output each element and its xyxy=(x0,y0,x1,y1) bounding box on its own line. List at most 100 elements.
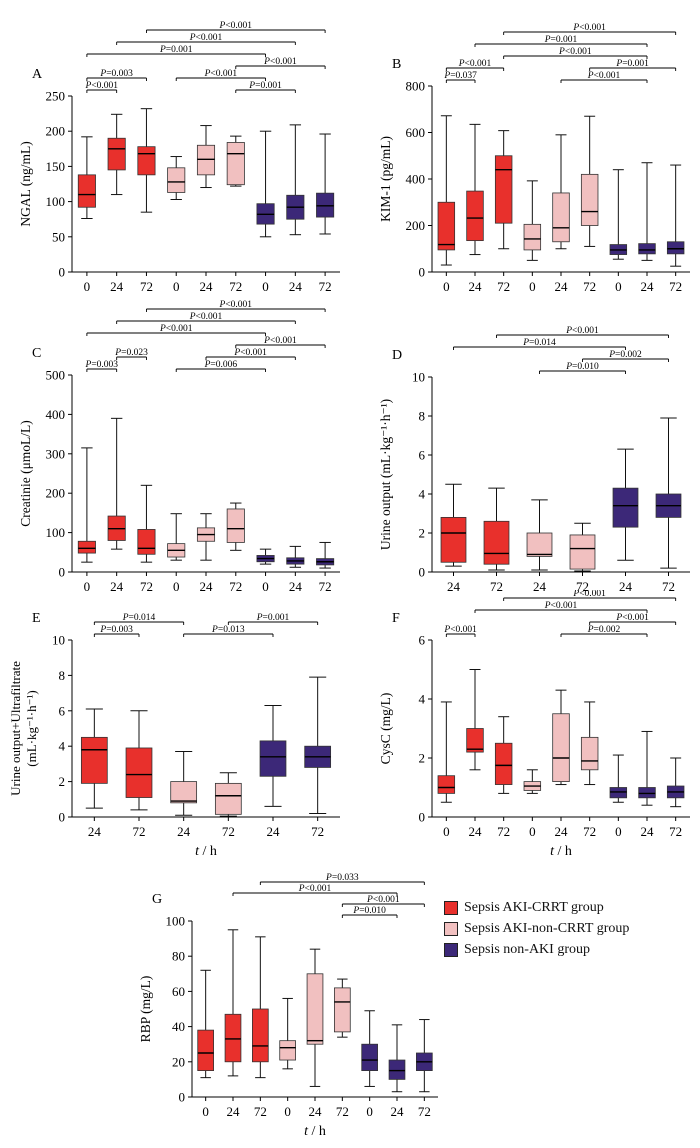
x-tick-label: 72 xyxy=(418,1104,431,1119)
comparison-label: P<0.001 xyxy=(189,312,223,322)
y-tick-label: 6 xyxy=(419,633,426,648)
y-tick-label: 10 xyxy=(412,370,425,385)
x-tick-label: 24 xyxy=(641,279,655,294)
comparison-label: P<0.001 xyxy=(443,625,477,635)
x-tick-label: 72 xyxy=(229,279,242,294)
x-tick-label: 24 xyxy=(533,579,547,594)
panel-F: F 0 2 4 6 CysC (mg/L) 0 24 72 0 24 72 0 24 72 t / h P<0.… xyxy=(350,589,700,890)
box-0 xyxy=(437,775,456,794)
y-axis-label: RBP (mg/L) xyxy=(140,976,153,1043)
comparison-label: P<0.001 xyxy=(558,47,592,57)
panel-label: B xyxy=(392,57,401,72)
x-tick-label: 24 xyxy=(110,279,124,294)
x-tick-label: 24 xyxy=(555,279,569,294)
x-tick-label: 24 xyxy=(267,824,281,839)
legend-item-crrt: Sepsis AKI-CRRT group xyxy=(444,897,629,918)
x-tick-label: 72 xyxy=(583,824,596,839)
y-tick-label: 2 xyxy=(419,526,426,541)
y-tick-label: 0 xyxy=(179,1090,186,1105)
x-tick-label: 0 xyxy=(529,824,536,839)
box-5 xyxy=(334,987,351,1033)
x-tick-label: 0 xyxy=(173,279,180,294)
comparison-label: P<0.001 xyxy=(263,336,297,346)
comparison-label: P=0.003 xyxy=(99,625,133,635)
comparison-label: P=0.013 xyxy=(211,625,245,635)
comparison-label: P=0.010 xyxy=(352,906,386,916)
chart-G: G 0 20 40 60 80 100 RBP (mg/L) 0 24 72 0 24 72 0 24 72 t … xyxy=(138,873,438,1139)
panel-label: E xyxy=(32,611,41,626)
x-tick-label: 72 xyxy=(319,579,332,594)
panel-B: B 0 200 400 600 800 KIM-1 (pg/mL) 0 24 72 0 24 72 0 24… xyxy=(350,0,700,314)
legend-label-nonaki: Sepsis non-AKI group xyxy=(464,941,590,957)
y-tick-label: 0 xyxy=(419,565,426,580)
comparison-label: P<0.001 xyxy=(572,23,606,33)
box-4 xyxy=(552,713,570,782)
x-tick-label: 24 xyxy=(309,1104,323,1119)
comparison-label: P=0.002 xyxy=(587,625,621,635)
legend: Sepsis AKI-CRRT group Sepsis AKI-non-CRR… xyxy=(444,897,629,960)
box-1 xyxy=(483,520,510,565)
box-1 xyxy=(466,728,484,753)
box-1 xyxy=(224,1013,242,1063)
legend-swatch-crrt xyxy=(444,900,458,915)
box-0 xyxy=(197,1029,214,1071)
x-tick-label: 24 xyxy=(469,824,483,839)
y-tick-label: 60 xyxy=(172,984,185,999)
box-2 xyxy=(252,1008,269,1063)
y-tick-label: 20 xyxy=(172,1054,185,1069)
panel-A: A 0 50 100 150 200 250 NGAL (ng/mL) 0 24 72 0 24 72 0 2… xyxy=(0,0,345,314)
y-tick-label: 300 xyxy=(46,446,66,461)
box-5 xyxy=(580,173,599,226)
y-tick-label: 50 xyxy=(52,229,65,244)
x-tick-label: 72 xyxy=(140,279,153,294)
box-2 xyxy=(494,742,513,785)
box-7 xyxy=(388,1059,406,1080)
panel-label: G xyxy=(152,892,162,907)
y-tick-label: 0 xyxy=(59,565,66,580)
y-axis-label: CysC (mg/L) xyxy=(378,693,393,765)
x-tick-label: 0 xyxy=(529,279,536,294)
box-2 xyxy=(526,532,553,557)
comparison-label: P<0.001 xyxy=(572,590,606,599)
comparison-label: P<0.001 xyxy=(189,33,223,43)
x-tick-label: 0 xyxy=(84,279,91,294)
box-7 xyxy=(638,243,656,255)
comparison-label: P<0.001 xyxy=(263,57,297,67)
y-axis-label: NGAL (ng/mL) xyxy=(18,141,33,226)
x-tick-label: 72 xyxy=(254,1104,267,1119)
box-5 xyxy=(580,736,599,771)
x-tick-label: 72 xyxy=(669,824,682,839)
x-tick-label: 72 xyxy=(576,579,589,594)
box-2 xyxy=(137,146,156,176)
box-0 xyxy=(77,174,96,208)
box-4 xyxy=(259,740,287,777)
y-axis-label: Creatinie (μmoL/L) xyxy=(18,420,33,527)
x-tick-label: 0 xyxy=(173,579,180,594)
y-tick-label: 400 xyxy=(46,407,66,422)
y-tick-label: 0 xyxy=(59,265,66,280)
x-tick-label: 0 xyxy=(443,824,450,839)
y-tick-label: 200 xyxy=(46,486,66,501)
y-axis-label: Urine output+Ultrafiltrate xyxy=(8,661,23,796)
legend-swatch-noncrrt xyxy=(444,921,458,936)
box-2 xyxy=(170,781,198,804)
x-tick-label: 72 xyxy=(669,279,682,294)
box-3 xyxy=(523,223,542,251)
y-tick-label: 4 xyxy=(419,692,426,707)
box-8 xyxy=(666,241,685,255)
y-tick-label: 40 xyxy=(172,1019,185,1034)
x-tick-label: 72 xyxy=(490,579,503,594)
panel-label: D xyxy=(392,348,402,363)
x-tick-label: 0 xyxy=(615,279,622,294)
x-tick-label: 0 xyxy=(262,579,269,594)
box-3 xyxy=(214,782,242,815)
box-3 xyxy=(279,1040,296,1061)
box-3 xyxy=(167,167,186,193)
x-tick-label: 72 xyxy=(583,279,596,294)
comparison-label: P=0.033 xyxy=(325,873,359,883)
y-tick-label: 800 xyxy=(406,79,426,94)
x-tick-label: 72 xyxy=(497,279,510,294)
y-tick-label: 400 xyxy=(406,172,426,187)
comparison-label: P<0.001 xyxy=(219,300,253,310)
